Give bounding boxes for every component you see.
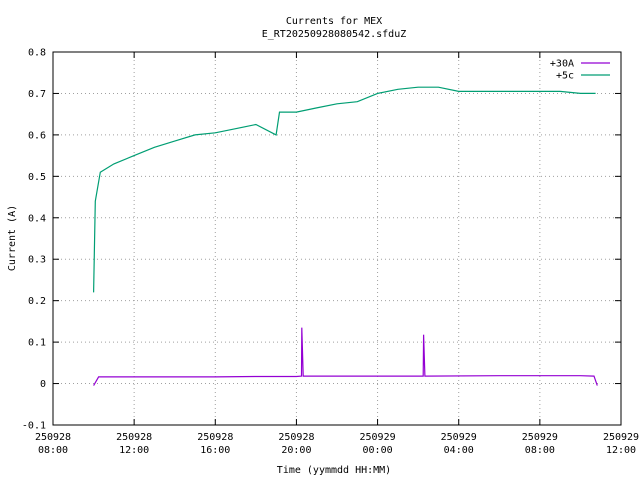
y-tick-label: 0.3 xyxy=(28,255,46,266)
x-tick-labels: 250928 08:00 250928 12:00 250928 16:00 250928 2… xyxy=(35,432,639,456)
y-tick-label: 0.5 xyxy=(28,172,46,183)
chart-title: Currents for MEX xyxy=(286,16,382,27)
y-tick-label: 0.2 xyxy=(28,296,46,307)
x-tick-label: 250928 08:00 xyxy=(35,432,71,456)
y-tick-label: 0.1 xyxy=(28,338,46,349)
plot-frame xyxy=(52,51,622,426)
y-tick-label: 0.4 xyxy=(28,213,46,224)
y-tick-label: -0.1 xyxy=(22,421,46,432)
y-tick-label: 0.7 xyxy=(28,89,46,100)
x-tick-label: 250929 12:00 xyxy=(603,432,639,456)
axis-ticks xyxy=(52,51,622,426)
y-tick-label: 0.8 xyxy=(28,48,46,59)
x-tick-label: 250928 12:00 xyxy=(116,432,152,456)
x-tick-label: 250929 00:00 xyxy=(360,432,396,456)
grid-lines xyxy=(53,52,621,425)
series-line-5c xyxy=(93,86,596,293)
y-axis-label: Current (A) xyxy=(7,205,18,271)
series-line-30A xyxy=(93,327,598,386)
chart-subtitle: E_RT20250928080542.sfduZ xyxy=(262,29,407,40)
legend: +30A+5c xyxy=(550,59,610,82)
x-tick-label: 250929 08:00 xyxy=(522,432,558,456)
x-tick-label: 250928 16:00 xyxy=(197,432,233,456)
legend-label: +5c xyxy=(556,71,574,82)
y-tick-label: 0.6 xyxy=(28,130,46,141)
y-tick-label: 0 xyxy=(40,379,46,390)
x-tick-label: 250929 04:00 xyxy=(441,432,477,456)
y-tick-labels: -0.1 0 0.1 0.2 0.3 0.4 0.5 0.6 0.7 0.8 xyxy=(22,48,46,432)
x-tick-label: 250928 20:00 xyxy=(278,432,314,456)
series-lines xyxy=(93,86,598,386)
x-axis-label: Time (yymmdd HH:MM) xyxy=(277,465,391,476)
legend-label: +30A xyxy=(550,59,574,70)
